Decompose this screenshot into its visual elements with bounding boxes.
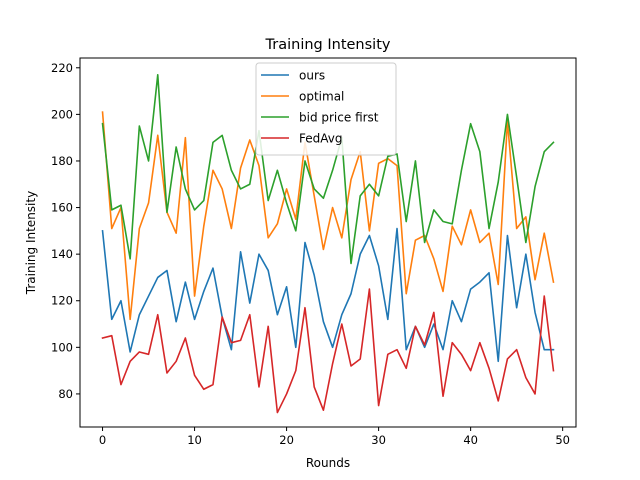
series-line-ours	[101, 227, 555, 363]
y-tick-label: 200	[51, 107, 73, 121]
x-axis-label: Rounds	[306, 456, 350, 470]
y-tick-label: 180	[51, 154, 73, 168]
y-tick-label: 160	[51, 201, 73, 215]
chart-title: Training Intensity	[265, 37, 391, 53]
x-tick-label: 0	[99, 433, 106, 447]
x-tick-label: 30	[371, 433, 386, 447]
legend: ours optimal bid price first FedAvg	[255, 62, 397, 156]
y-tick-label: 120	[51, 294, 73, 308]
x-axis: 0 10 20 30 40 50	[99, 427, 570, 447]
x-tick-label: 40	[463, 433, 478, 447]
legend-label: ours	[299, 69, 325, 83]
y-tick-label: 220	[51, 61, 73, 75]
x-tick-label: 50	[555, 433, 570, 447]
legend-label: FedAvg	[299, 132, 342, 146]
legend-box	[255, 62, 397, 156]
y-tick-label: 140	[51, 247, 73, 261]
legend-label: bid price first	[299, 111, 379, 125]
y-axis-label: Training Intensity	[24, 191, 38, 295]
series-line-bid-price-first	[101, 73, 555, 265]
y-axis: 80 100 120 140 160 180 200 220	[51, 61, 80, 401]
series-line-fedavg	[101, 288, 555, 414]
series-line-optimal	[101, 111, 555, 321]
plot-lines	[101, 73, 555, 414]
legend-label: optimal	[299, 90, 344, 104]
x-tick-label: 10	[187, 433, 202, 447]
y-tick-label: 80	[58, 387, 73, 401]
x-tick-label: 20	[279, 433, 294, 447]
y-tick-label: 100	[51, 340, 73, 354]
plot-frame	[79, 57, 577, 428]
